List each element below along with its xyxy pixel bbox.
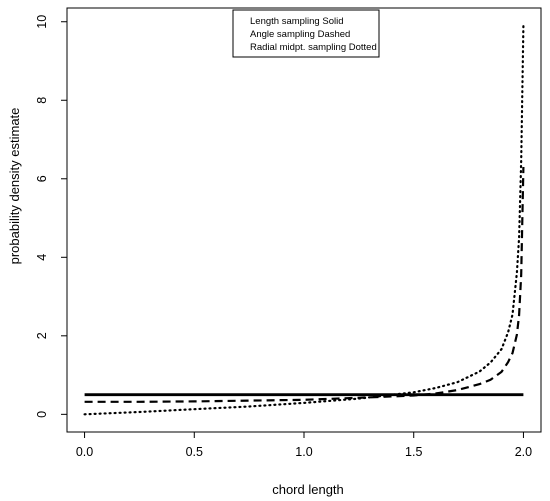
x-tick-label: 0.5: [186, 445, 203, 459]
legend-entry-length: Length sampling Solid: [250, 16, 343, 27]
y-tick-label: 8: [35, 97, 49, 104]
series-layer: [83, 24, 525, 416]
legend-box: [232, 9, 380, 58]
x-axis-label: chord length: [272, 482, 344, 497]
series-line-dotted: [83, 24, 525, 416]
x-tick-label: 1.5: [405, 445, 422, 459]
series-line-dashed: [84, 166, 525, 403]
y-tick-label: 2: [35, 332, 49, 339]
y-axis: 0 2 4 6 8 10: [35, 15, 67, 418]
legend-entry-angle: Angle sampling Dashed: [250, 29, 350, 40]
legend-entry-radial: Radial midpt. sampling Dotted: [250, 42, 377, 53]
y-tick-label: 6: [35, 175, 49, 182]
legend: Length sampling Solid Angle sampling Das…: [232, 9, 380, 58]
y-axis-label: probability density estimate: [7, 108, 22, 265]
plot-frame: [66, 7, 542, 433]
y-tick-label: 4: [35, 254, 49, 261]
x-tick-label: 1.0: [295, 445, 312, 459]
x-tick-label: 0.0: [76, 445, 93, 459]
y-tick-label: 0: [35, 411, 49, 418]
y-tick-label: 10: [35, 15, 49, 29]
x-tick-label: 2.0: [515, 445, 532, 459]
x-axis: 0.0 0.5 1.0 1.5 2.0: [76, 432, 532, 459]
